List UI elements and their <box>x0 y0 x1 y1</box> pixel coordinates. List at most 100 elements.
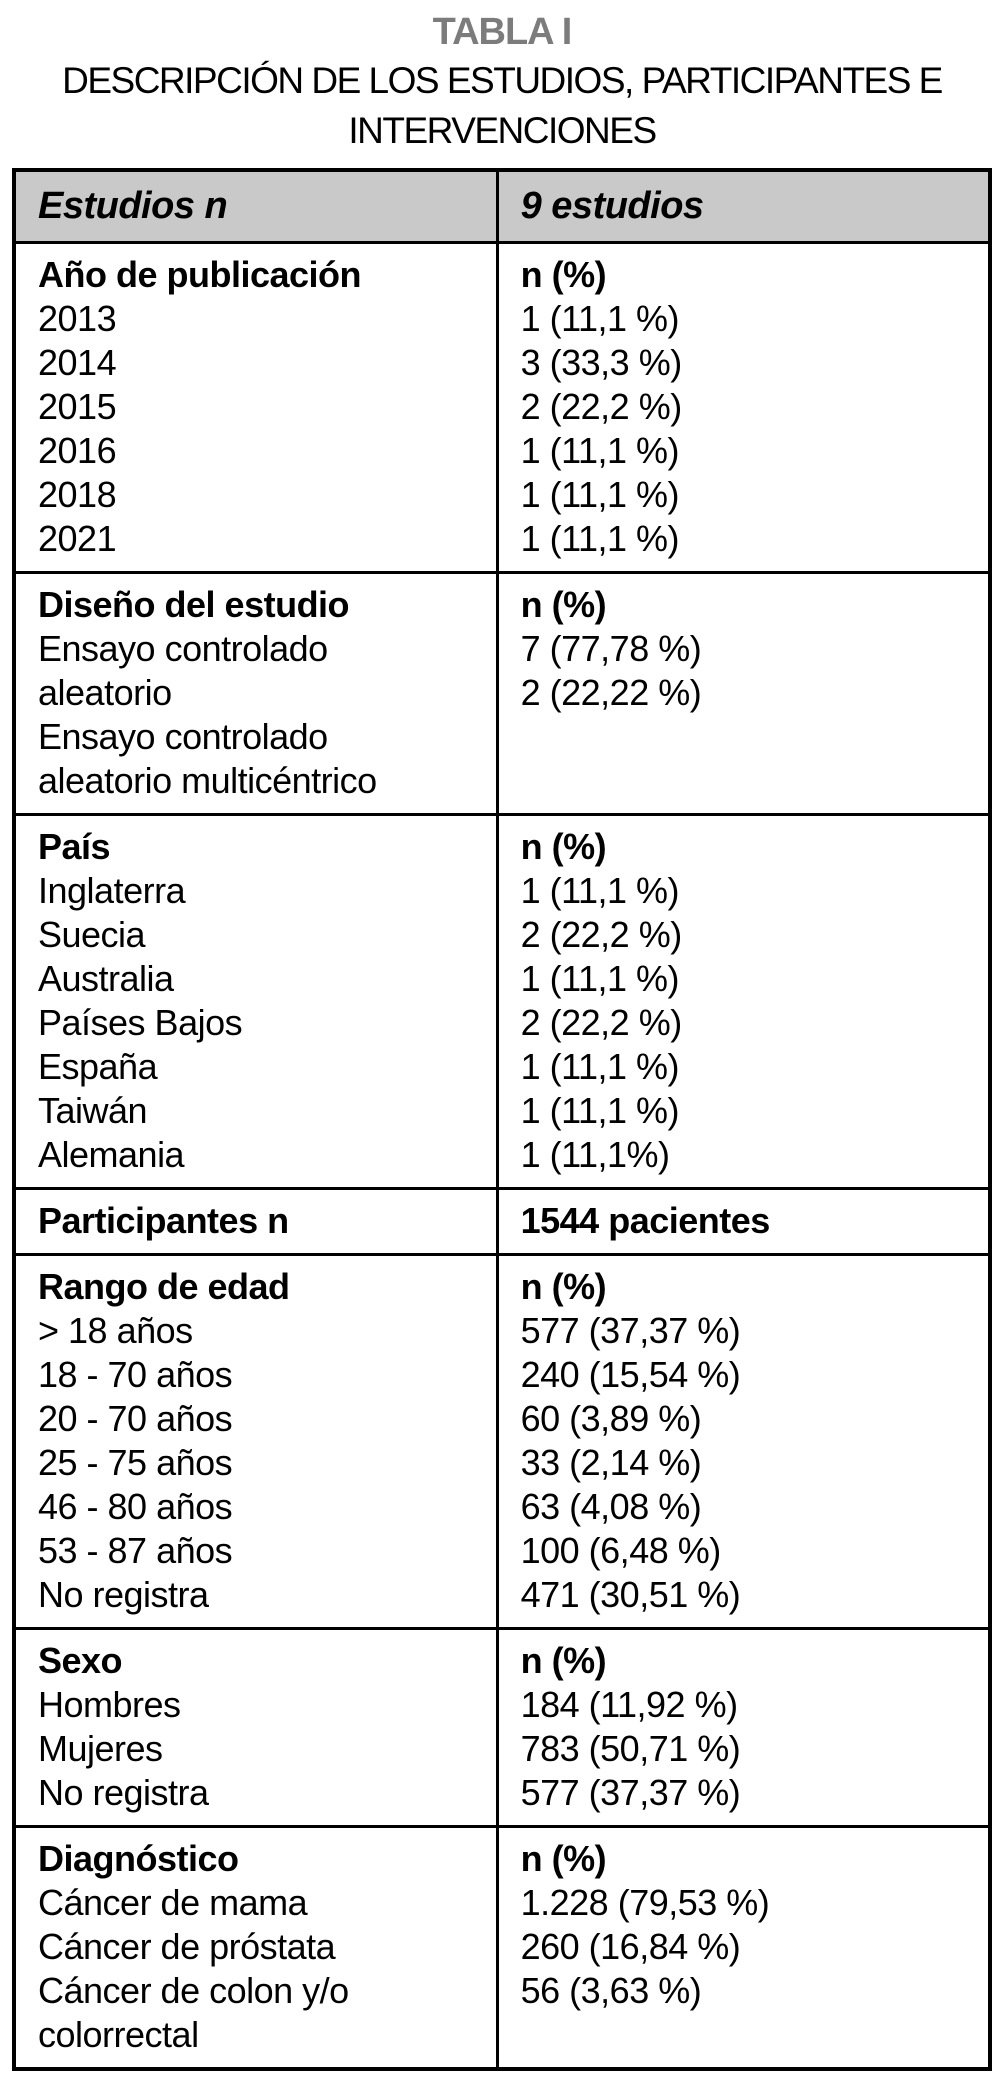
header-cell-count: 9 estudios <box>495 168 992 244</box>
category-cell: País Inglaterra Suecia Australia Países Bajo… <box>12 813 499 1190</box>
section-header-value: n (%) <box>520 1838 607 1879</box>
row-label: 2014 <box>38 342 117 383</box>
title-block: TABLA I DESCRIPCIÓN DE LOS ESTUDIOS, PAR… <box>0 0 1004 156</box>
row-label: Mujeres <box>38 1728 163 1769</box>
section-header-label: Diseño del estudio <box>38 584 350 625</box>
row-label: Países Bajos <box>38 1002 243 1043</box>
row-label: Ensayo controlado <box>38 628 328 669</box>
section-header-value: n (%) <box>520 826 607 867</box>
subtitle-line-1: DESCRIPCIÓN DE LOS ESTUDIOS, PARTICIPANT… <box>62 60 943 101</box>
row-label: > 18 años <box>38 1310 193 1351</box>
section-row: Sexo Hombres Mujeres No registra n (%) 184 (1… <box>12 1627 992 1828</box>
row-value: 471 (30,51 %) <box>520 1574 741 1615</box>
row-label: 2013 <box>38 298 117 339</box>
row-label: aleatorio multicéntrico <box>38 760 377 801</box>
table-number-title: TABLA I <box>432 11 573 53</box>
value-cell: n (%) 184 (11,92 %) 783 (50,71 %) 577 (37,3… <box>495 1627 992 1828</box>
row-label: Cáncer de próstata <box>38 1926 336 1967</box>
row-value: 1 (11,1 %) <box>520 1090 680 1131</box>
section-header-label: País <box>38 826 111 867</box>
category-cell: Participantes n <box>12 1187 499 1256</box>
row-label: 2016 <box>38 430 117 471</box>
row-value: 240 (15,54 %) <box>520 1354 741 1395</box>
description-table: Estudios n 9 estudios Año de publicación… <box>12 168 992 2071</box>
section-header-value: 1544 pacientes <box>520 1200 771 1241</box>
row-value: 2 (22,22 %) <box>520 672 702 713</box>
row-value: 1 (11,1 %) <box>520 474 680 515</box>
row-value: 56 (3,63 %) <box>520 1970 702 2011</box>
row-label: No registra <box>38 1772 209 1813</box>
category-cell: Rango de edad > 18 años 18 - 70 años 20 - 7… <box>12 1253 499 1630</box>
row-label: 53 - 87 años <box>38 1530 233 1571</box>
row-label: Australia <box>38 958 174 999</box>
subtitle-line-2: INTERVENCIONES <box>348 110 657 151</box>
row-value: 63 (4,08 %) <box>520 1486 702 1527</box>
row-value: 1.228 (79,53 %) <box>520 1882 770 1923</box>
category-cell: Sexo Hombres Mujeres No registra <box>12 1627 499 1828</box>
row-label: Hombres <box>38 1684 181 1725</box>
value-cell: n (%) 1.228 (79,53 %) 260 (16,84 %) 56 (3,6… <box>495 1825 992 2071</box>
section-header-label: Rango de edad <box>38 1266 290 1307</box>
value-cell: 1544 pacientes <box>495 1187 992 1256</box>
row-value: 783 (50,71 %) <box>520 1728 741 1769</box>
row-label: 20 - 70 años <box>38 1398 233 1439</box>
row-value: 1 (11,1 %) <box>520 1046 680 1087</box>
row-label: Taiwán <box>38 1090 148 1131</box>
row-label: colorrectal <box>38 2014 199 2055</box>
section-header-value: n (%) <box>520 254 607 295</box>
row-value: 2 (22,2 %) <box>520 386 683 427</box>
section-header-value: n (%) <box>520 1640 607 1681</box>
section-header-value: n (%) <box>520 1266 607 1307</box>
section-header-label: Diagnóstico <box>38 1838 239 1879</box>
row-label: Alemania <box>38 1134 185 1175</box>
table-subtitle: DESCRIPCIÓN DE LOS ESTUDIOS, PARTICIPANT… <box>0 56 1004 156</box>
row-value: 7 (77,78 %) <box>520 628 702 669</box>
row-value: 3 (33,3 %) <box>520 342 683 383</box>
row-label: aleatorio <box>38 672 172 713</box>
header-cell-estudios: Estudios n <box>12 168 499 244</box>
row-value: 260 (16,84 %) <box>520 1926 741 1967</box>
row-value: 33 (2,14 %) <box>520 1442 702 1483</box>
value-cell: n (%) 577 (37,37 %) 240 (15,54 %) 60 (3,89 … <box>495 1253 992 1630</box>
row-value: 184 (11,92 %) <box>520 1684 738 1725</box>
category-cell: Diseño del estudio Ensayo controlado aleat… <box>12 571 499 816</box>
row-value: 1 (11,1 %) <box>520 958 680 999</box>
row-value: 60 (3,89 %) <box>520 1398 702 1439</box>
table-body: Año de publicación 2013 2014 2015 2016 2018 20… <box>12 241 992 2071</box>
row-value: 577 (37,37 %) <box>520 1310 741 1351</box>
row-value: 1 (11,1 %) <box>520 298 680 339</box>
row-label: 2021 <box>38 518 117 559</box>
row-value: 2 (22,2 %) <box>520 914 683 955</box>
row-label: Suecia <box>38 914 146 955</box>
section-header-label: Año de publicación <box>38 254 362 295</box>
row-value: 577 (37,37 %) <box>520 1772 741 1813</box>
section-header-value: n (%) <box>520 584 607 625</box>
row-label: Cáncer de mama <box>38 1882 308 1923</box>
row-label: 2015 <box>38 386 117 427</box>
row-label: 18 - 70 años <box>38 1354 233 1395</box>
table-header-row: Estudios n 9 estudios <box>12 168 992 244</box>
section-header-label: Participantes n <box>38 1200 289 1241</box>
category-cell: Diagnóstico Cáncer de mama Cáncer de próst… <box>12 1825 499 2071</box>
section-row: Rango de edad > 18 años 18 - 70 años 20 - 7… <box>12 1253 992 1630</box>
row-label: 25 - 75 años <box>38 1442 233 1483</box>
row-value: 1 (11,1%) <box>520 1134 670 1175</box>
row-label: España <box>38 1046 158 1087</box>
row-value: 1 (11,1 %) <box>520 870 680 911</box>
category-cell: Año de publicación 2013 2014 2015 2016 2018 20… <box>12 241 499 574</box>
row-value: 1 (11,1 %) <box>520 430 680 471</box>
section-row: País Inglaterra Suecia Australia Países Bajo… <box>12 813 992 1190</box>
section-row: Diseño del estudio Ensayo controlado aleat… <box>12 571 992 816</box>
section-row: Participantes n 1544 pacientes <box>12 1187 992 1256</box>
section-row: Año de publicación 2013 2014 2015 2016 2018 20… <box>12 241 992 574</box>
section-header-label: Sexo <box>38 1640 123 1681</box>
row-label: Cáncer de colon y/o <box>38 1970 349 2011</box>
value-cell: n (%) 1 (11,1 %) 2 (22,2 %) 1 (11,1 %) 2 (22… <box>495 813 992 1190</box>
row-value: 1 (11,1 %) <box>520 518 680 559</box>
row-label: No registra <box>38 1574 209 1615</box>
row-value: 2 (22,2 %) <box>520 1002 683 1043</box>
section-row: Diagnóstico Cáncer de mama Cáncer de próst… <box>12 1825 992 2071</box>
row-label: 2018 <box>38 474 117 515</box>
row-value: 100 (6,48 %) <box>520 1530 722 1571</box>
